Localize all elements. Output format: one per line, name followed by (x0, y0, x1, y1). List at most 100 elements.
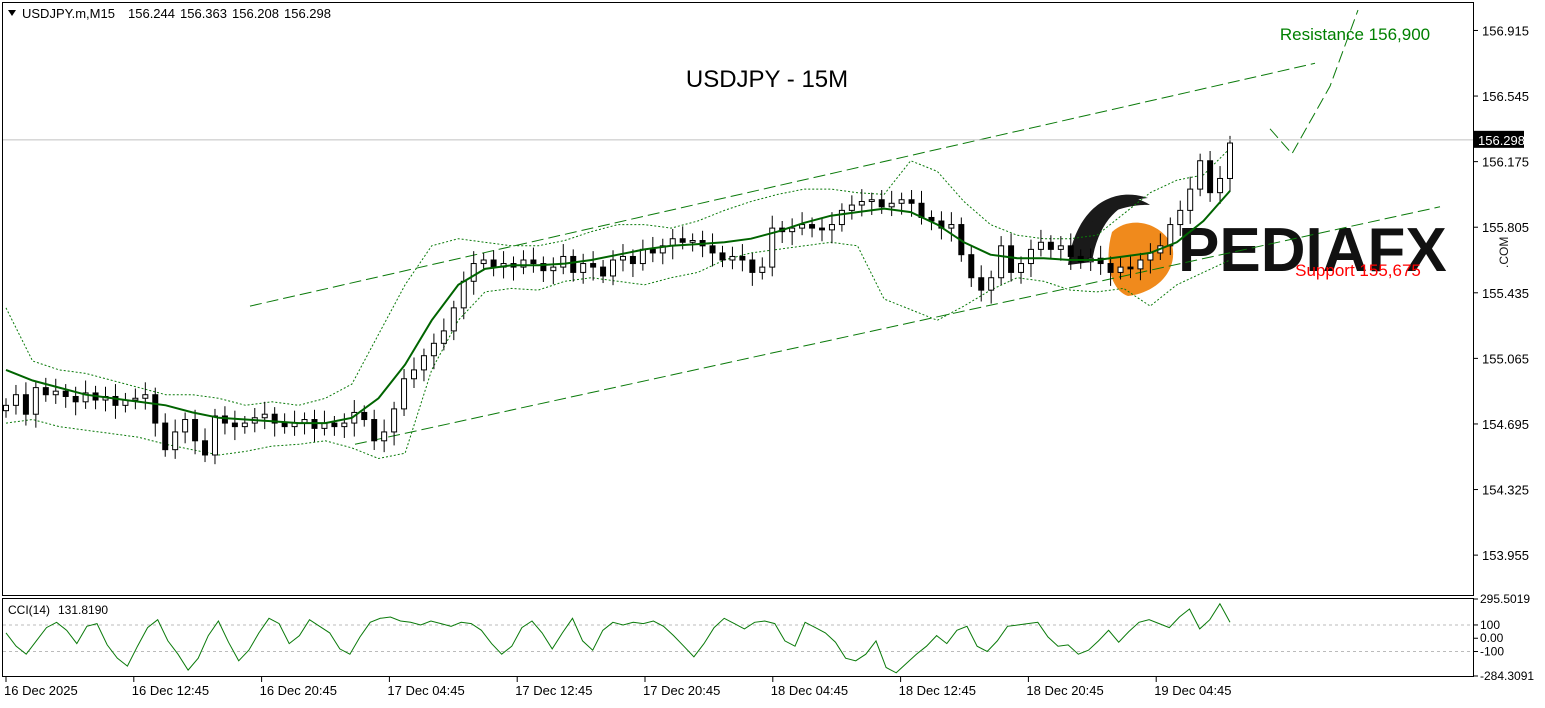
triangle-down-icon[interactable] (8, 10, 16, 16)
cci-title: CCI(14) (8, 603, 50, 617)
candle-body (391, 408, 398, 433)
cci-line (5, 602, 1231, 674)
moving-average-line (5, 190, 1231, 425)
cci-tick-label: 295.5019 (1480, 592, 1530, 606)
candle-body (1097, 257, 1104, 265)
candle-body (619, 255, 626, 261)
time-tick-label: 17 Dec 20:45 (643, 683, 720, 698)
cci-last-value: 131.8190 (58, 603, 108, 617)
candle-body (878, 199, 885, 208)
close-value: 156.298 (284, 6, 331, 21)
candle-body (858, 201, 865, 206)
cci-tick-label: -284.3091 (1480, 669, 1534, 683)
price-tick-label: 156.545 (1482, 89, 1529, 104)
candle-body (580, 263, 587, 273)
candle-body (560, 255, 567, 268)
time-tick-label: 17 Dec 12:45 (515, 683, 592, 698)
candle-body (211, 415, 218, 456)
candle-body (460, 280, 467, 309)
resistance-label: Resistance 156,900 (1280, 25, 1430, 44)
candle-body (1207, 160, 1214, 194)
candle-body (470, 263, 477, 282)
candle-body (739, 255, 746, 261)
candle-body (1187, 188, 1194, 211)
candle-body (998, 245, 1005, 279)
candle-body (62, 390, 69, 397)
candle-body (450, 307, 457, 332)
time-tick-label: 18 Dec 12:45 (899, 683, 976, 698)
candle-body (1008, 245, 1015, 273)
candle-body (600, 266, 607, 277)
candle-body (719, 252, 726, 261)
candle-body (769, 227, 776, 268)
symbol-label: USDJPY.m,M15 (22, 6, 115, 21)
candle-body (729, 255, 736, 261)
current-price-badge (1474, 130, 1524, 148)
support-label: Support 155,675 (1295, 261, 1421, 280)
price-tick-label: 154.695 (1482, 417, 1529, 432)
candle-body (72, 395, 79, 403)
low-value: 156.208 (232, 6, 279, 21)
candle-body (1067, 245, 1074, 257)
candle-body (689, 240, 696, 243)
candle-body (1177, 209, 1184, 226)
time-tick-label: 16 Dec 12:45 (132, 683, 209, 698)
candle-body (132, 397, 139, 401)
candle-body (1137, 259, 1144, 270)
candle-body (192, 419, 199, 442)
candle-body (978, 277, 985, 291)
price-tick-label: 155.065 (1482, 351, 1529, 366)
current-price-label: 156.298 (1478, 133, 1525, 148)
candle-body (1117, 266, 1124, 273)
candle-body (540, 263, 547, 272)
candle-body (649, 248, 656, 254)
candle-body (968, 254, 975, 279)
candle-body (789, 227, 796, 233)
bollinger-bands (5, 147, 1231, 460)
candle-body (1217, 177, 1224, 194)
candle-body (231, 422, 238, 428)
candle-body (590, 263, 597, 268)
bollinger-lower-line (5, 241, 1231, 460)
time-tick-label: 16 Dec 2025 (4, 683, 78, 698)
chart-title: USDJPY - 15M (686, 66, 848, 93)
candle-body (182, 419, 189, 433)
candle-body (888, 202, 895, 208)
candle-body (112, 395, 119, 406)
time-tick-label: 19 Dec 04:45 (1154, 683, 1231, 698)
candle-body (709, 245, 716, 254)
candle-body (828, 224, 835, 231)
cci-tick-label: 0.00 (1480, 631, 1504, 645)
price-tick-label: 156.175 (1482, 155, 1529, 170)
candle-body (610, 259, 617, 277)
candle-body (381, 431, 388, 442)
candle-body (401, 378, 408, 410)
candle-body (371, 419, 378, 442)
candle-body (679, 238, 686, 243)
candle-body (759, 266, 766, 273)
candle-body (162, 422, 169, 451)
candle-body (1018, 263, 1025, 273)
candle-body (3, 404, 9, 412)
candle-body (550, 266, 557, 272)
candle-body (639, 248, 646, 265)
candle-body (988, 277, 995, 291)
candle-body (142, 394, 149, 399)
candle-body (172, 431, 179, 451)
time-tick-label: 18 Dec 04:45 (771, 683, 848, 698)
candle-body (22, 394, 29, 415)
high-value: 156.363 (180, 6, 227, 21)
candle-body (490, 259, 497, 268)
candle-body (480, 259, 487, 265)
candle-body (1027, 248, 1034, 265)
price-tick-label: 155.435 (1482, 286, 1529, 301)
logo-suffix: .COM (1497, 237, 1511, 268)
candle-body (1227, 142, 1233, 179)
time-tick-label: 16 Dec 20:45 (260, 683, 337, 698)
candle-body (570, 255, 577, 273)
candle-body (520, 259, 527, 268)
price-panel-frame (2, 2, 1474, 596)
